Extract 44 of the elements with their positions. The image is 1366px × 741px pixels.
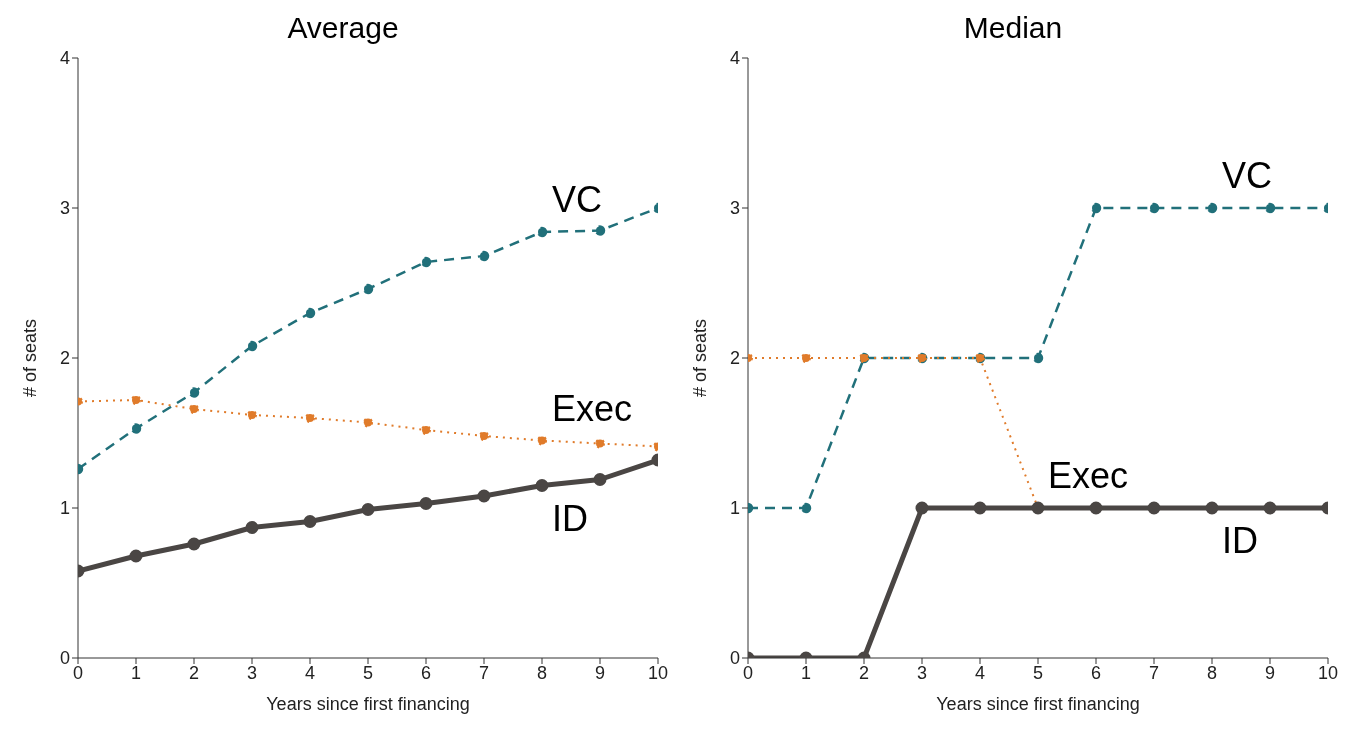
y-tick-label: 0 <box>729 648 740 669</box>
x-tick-label: 7 <box>478 662 490 683</box>
x-tick-label: 8 <box>536 662 548 683</box>
x-tick-label: 0 <box>742 662 754 683</box>
x-tick-label: 9 <box>594 662 606 683</box>
x-tick-label: 7 <box>1148 662 1160 683</box>
y-tick-label: 0 <box>59 648 70 669</box>
x-tick-label: 6 <box>1090 662 1102 683</box>
x-tick-label: 4 <box>974 662 986 683</box>
x-tick-label: 2 <box>188 662 200 683</box>
x-axis-title: Years since first financing <box>266 694 470 714</box>
x-tick-label: 3 <box>916 662 928 683</box>
x-tick-label: 10 <box>647 662 669 683</box>
series-label: ID <box>552 497 588 539</box>
y-tick-label: 2 <box>729 348 740 369</box>
series-label: ID <box>1222 520 1258 561</box>
x-tick-label: 5 <box>1032 662 1044 683</box>
series-label: VC <box>1222 155 1273 196</box>
series-label: VC <box>552 179 603 220</box>
y-tick-label: 3 <box>59 198 70 219</box>
chart-title: Average <box>286 10 400 46</box>
y-tick-label: 4 <box>729 48 740 69</box>
y-tick-label: 3 <box>729 198 740 219</box>
y-tick-label: 2 <box>59 348 70 369</box>
y-tick-label: 1 <box>59 498 70 519</box>
x-tick-label: 6 <box>420 662 432 683</box>
y-tick-label: 1 <box>729 498 740 519</box>
y-axis-title: # of seats <box>20 318 41 398</box>
x-tick-label: 9 <box>1264 662 1276 683</box>
series-label: Exec <box>1048 455 1129 496</box>
x-tick-label: 4 <box>304 662 316 683</box>
x-tick-label: 5 <box>362 662 374 683</box>
y-axis-title: # of seats <box>690 318 711 398</box>
x-tick-label: 1 <box>800 662 812 683</box>
y-tick-label: 4 <box>59 48 70 69</box>
x-tick-label: 1 <box>130 662 142 683</box>
x-axis-title: Years since first financing <box>936 694 1140 714</box>
series-label: Exec <box>552 387 633 429</box>
x-tick-label: 3 <box>246 662 258 683</box>
chart-title: Median <box>962 10 1064 46</box>
x-tick-label: 2 <box>858 662 870 683</box>
x-tick-label: 10 <box>1317 662 1339 683</box>
x-tick-label: 8 <box>1206 662 1218 683</box>
x-tick-label: 0 <box>72 662 84 683</box>
